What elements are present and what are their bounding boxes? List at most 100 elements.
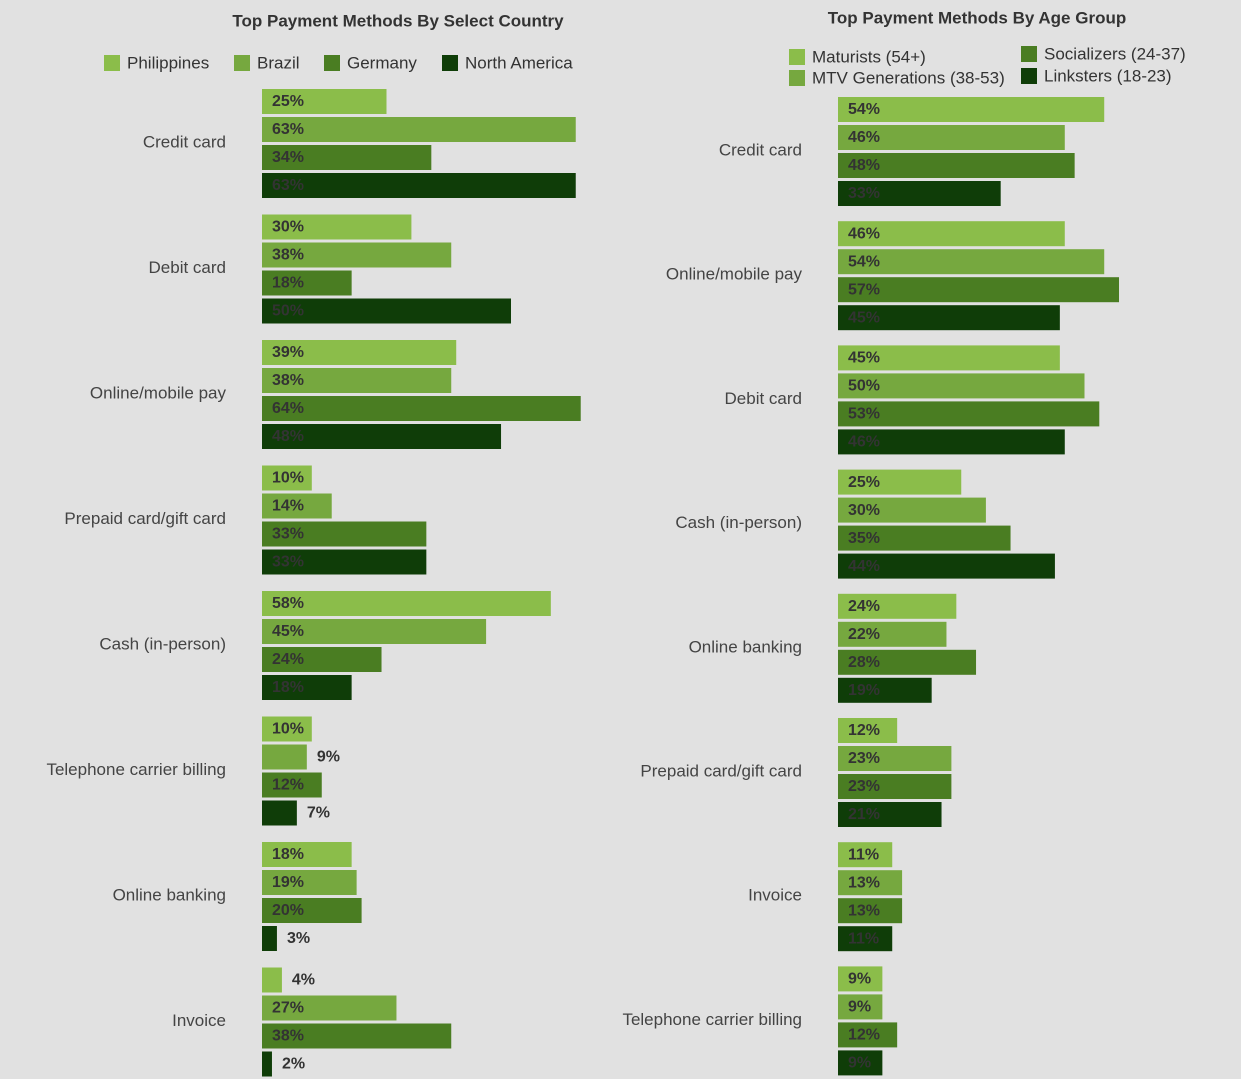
value-label: 19% [848,682,880,699]
bar [838,345,1060,371]
category-label: Invoice [172,1011,226,1030]
legend-label: Germany [347,53,417,72]
bar [838,718,898,743]
value-label: 11% [848,846,879,863]
value-label: 46% [848,225,880,242]
value-label: 48% [848,157,880,174]
value-label: 64% [272,400,304,417]
bar [838,1050,883,1076]
value-label: 38% [272,372,304,389]
bar [262,870,357,895]
value-label: 33% [272,526,304,543]
value-label: 12% [848,722,880,739]
value-label: 38% [272,1028,304,1045]
bar [262,619,487,644]
value-label: 7% [307,805,330,822]
value-label: 46% [848,129,880,146]
value-label: 24% [848,598,880,615]
bar [838,553,1055,579]
category-label: Telephone carrier billing [622,1010,802,1029]
value-label: 45% [848,309,880,326]
bar [262,716,312,742]
value-label: 30% [848,502,880,519]
bar [262,242,452,268]
legend-swatch [104,55,120,71]
bar [838,746,952,771]
value-label: 23% [848,778,880,795]
value-label: 9% [848,1055,871,1072]
legend-label: Maturists (54+) [812,47,926,66]
bar [838,429,1065,455]
value-label: 33% [272,554,304,571]
legend-label: Linksters (18-23) [1044,66,1172,85]
bar [262,898,362,923]
bar [262,340,457,365]
value-label: 58% [272,595,304,612]
value-label: 44% [848,558,880,575]
value-label: 39% [272,344,304,361]
bar [838,221,1065,247]
bar [262,967,282,993]
category-label: Debit card [725,389,802,408]
bar [262,368,452,393]
bar [262,396,581,421]
value-label: 63% [272,121,304,138]
bar [838,802,942,827]
value-label: 19% [272,874,304,891]
bar [262,1051,272,1077]
legend-swatch [789,49,805,65]
bar [838,898,903,924]
bar [262,744,307,770]
bar [262,493,332,519]
legend-swatch [324,55,340,71]
bar [262,521,427,547]
value-label: 11% [848,930,879,947]
bar [262,117,576,142]
value-label: 9% [317,749,340,766]
value-label: 35% [848,530,880,547]
bar [838,497,986,523]
bar [262,549,427,575]
bar [838,870,903,896]
bar [838,153,1075,178]
legend-label: North America [465,53,573,72]
bar [262,298,511,324]
value-label: 12% [848,1027,880,1044]
bar [838,593,957,619]
bar [838,97,1105,122]
value-label: 38% [272,247,304,264]
value-label: 4% [292,972,315,989]
bar [838,966,883,992]
bar [262,173,576,198]
legend-label: MTV Generations (38-53) [812,68,1005,87]
legend-label: Socializers (24-37) [1044,44,1186,63]
bar [838,373,1085,399]
bar [838,677,932,703]
bar [262,89,387,114]
value-label: 21% [848,806,880,823]
value-label: 25% [848,474,880,491]
value-label: 54% [848,101,880,118]
value-label: 13% [848,874,880,891]
value-label: 13% [848,902,880,919]
value-label: 63% [272,177,304,194]
category-label: Invoice [748,886,802,905]
bar [262,1023,452,1049]
bar [838,277,1120,303]
legend-swatch [1021,46,1037,62]
category-label: Online/mobile pay [666,265,803,284]
value-label: 45% [272,623,304,640]
value-label: 18% [272,275,304,292]
category-label: Prepaid card/gift card [640,761,802,780]
bar [838,774,952,799]
legend-swatch [789,70,805,86]
category-label: Debit card [149,258,226,277]
legend-label: Philippines [127,53,209,72]
bar [262,647,382,672]
value-label: 34% [272,149,304,166]
bar [262,995,397,1021]
bar [262,145,432,170]
bar [838,181,1001,206]
bar [838,469,962,495]
value-label: 10% [272,470,304,487]
